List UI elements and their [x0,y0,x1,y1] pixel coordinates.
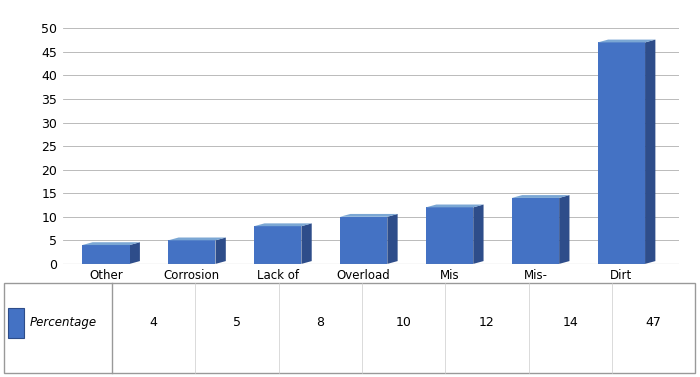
Polygon shape [645,40,655,264]
Polygon shape [216,238,226,264]
Bar [426,207,473,264]
Text: 10: 10 [395,316,412,328]
Polygon shape [426,204,484,207]
Polygon shape [302,223,312,264]
Text: 4: 4 [150,316,158,328]
Bar [83,245,130,264]
Polygon shape [512,195,570,198]
Polygon shape [83,242,140,245]
Polygon shape [598,40,655,43]
Polygon shape [559,195,570,264]
Polygon shape [387,214,398,264]
Polygon shape [130,242,140,264]
Polygon shape [254,223,312,226]
Bar [4,284,695,373]
Text: 14: 14 [562,316,578,328]
Bar [254,226,302,264]
Polygon shape [168,238,226,241]
Text: 47: 47 [645,316,661,328]
Text: 8: 8 [316,316,324,328]
Polygon shape [340,214,398,217]
Bar [512,198,559,264]
Bar [168,241,216,264]
Bar [8,308,24,338]
Text: 12: 12 [479,316,495,328]
Polygon shape [473,204,484,264]
Text: 5: 5 [233,316,241,328]
Bar [340,217,387,264]
Bar [598,43,645,264]
Text: Percentage: Percentage [29,316,97,328]
